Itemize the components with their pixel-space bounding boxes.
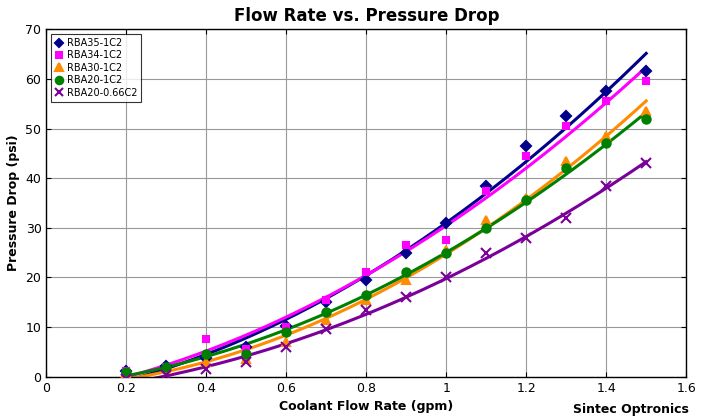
RBA35-1C2 [402,250,411,255]
RBA20-1C2 [562,166,570,171]
Y-axis label: Pressure Drop (psi): Pressure Drop (psi) [7,135,20,271]
Legend: RBA35-1C2, RBA34-1C2, RBA30-1C2, RBA20-1C2, RBA20-0.66C2: RBA35-1C2, RBA34-1C2, RBA30-1C2, RBA20-1… [51,34,141,102]
RBA35-1C2 [602,89,610,94]
RBA30-1C2 [162,367,171,372]
RBA34-1C2 [482,188,491,193]
RBA35-1C2 [322,300,330,305]
RBA20-1C2 [482,225,491,230]
RBA20-0.66C2 [282,344,290,349]
Line: RBA20-1C2: RBA20-1C2 [122,114,650,376]
RBA35-1C2 [202,355,210,360]
Line: RBA30-1C2: RBA30-1C2 [122,107,650,377]
RBA20-1C2 [642,116,650,121]
RBA20-0.66C2 [362,307,370,312]
Text: Sintec Optronics: Sintec Optronics [573,403,689,416]
RBA30-1C2 [122,370,131,375]
RBA35-1C2 [122,368,131,373]
RBA34-1C2 [202,337,210,342]
RBA35-1C2 [562,113,570,118]
RBA20-1C2 [522,198,531,203]
RBA30-1C2 [562,158,570,163]
RBA34-1C2 [442,238,451,243]
Line: RBA35-1C2: RBA35-1C2 [123,68,650,374]
RBA30-1C2 [522,195,531,200]
RBA20-1C2 [162,364,171,369]
RBA34-1C2 [362,270,370,275]
RBA30-1C2 [402,277,411,282]
X-axis label: Coolant Flow Rate (gpm): Coolant Flow Rate (gpm) [279,400,453,413]
RBA20-0.66C2 [322,327,330,332]
RBA35-1C2 [522,143,531,148]
RBA35-1C2 [162,363,171,368]
RBA20-1C2 [322,310,330,315]
RBA20-1C2 [282,329,290,334]
RBA20-0.66C2 [602,183,610,188]
RBA20-0.66C2 [482,250,491,255]
RBA34-1C2 [402,243,411,248]
RBA35-1C2 [442,220,451,225]
RBA34-1C2 [162,364,171,369]
RBA34-1C2 [602,99,610,104]
RBA30-1C2 [322,317,330,322]
RBA20-0.66C2 [402,295,411,300]
RBA35-1C2 [482,183,491,188]
RBA34-1C2 [282,325,290,330]
RBA20-0.66C2 [522,235,531,240]
RBA35-1C2 [642,69,650,74]
RBA30-1C2 [482,218,491,223]
RBA30-1C2 [442,247,451,252]
RBA30-1C2 [242,357,250,362]
RBA35-1C2 [282,323,290,328]
RBA20-1C2 [362,292,370,297]
RBA35-1C2 [242,344,250,349]
RBA20-0.66C2 [122,377,131,382]
Title: Flow Rate vs. Pressure Drop: Flow Rate vs. Pressure Drop [233,7,499,25]
RBA30-1C2 [282,339,290,344]
RBA34-1C2 [122,369,131,374]
RBA20-1C2 [122,369,131,374]
RBA30-1C2 [202,359,210,364]
RBA34-1C2 [522,153,531,158]
RBA20-1C2 [202,352,210,357]
RBA30-1C2 [602,134,610,139]
RBA30-1C2 [642,109,650,114]
RBA20-0.66C2 [562,215,570,220]
RBA34-1C2 [242,347,250,352]
RBA35-1C2 [362,277,370,282]
RBA30-1C2 [362,297,370,302]
RBA34-1C2 [642,79,650,84]
RBA20-1C2 [242,352,250,357]
RBA20-0.66C2 [242,359,250,364]
RBA20-0.66C2 [202,367,210,372]
RBA34-1C2 [322,297,330,302]
RBA34-1C2 [562,123,570,129]
RBA20-0.66C2 [442,275,451,280]
RBA20-1C2 [602,141,610,146]
RBA20-0.66C2 [642,161,650,166]
RBA20-0.66C2 [162,373,171,378]
Line: RBA20-0.66C2: RBA20-0.66C2 [122,158,651,384]
Line: RBA34-1C2: RBA34-1C2 [123,78,650,375]
RBA20-1C2 [442,250,451,255]
RBA20-1C2 [402,270,411,275]
